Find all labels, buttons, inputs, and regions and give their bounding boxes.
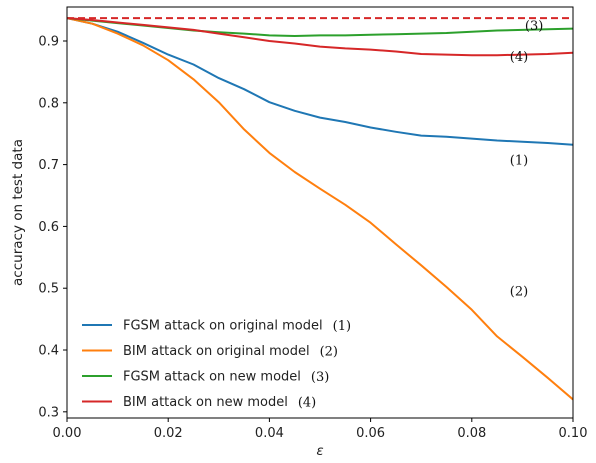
series-line-2: [67, 17, 573, 401]
legend-item-1: FGSM attack on original model (1): [82, 319, 351, 334]
legend-item-2: BIM attack on original model (2): [82, 344, 338, 360]
curve-label: (2): [510, 285, 528, 300]
curve-label: (1): [510, 154, 528, 169]
legend: FGSM attack on original model (1) BIM atta…: [82, 319, 351, 411]
curve-label: (4): [510, 50, 528, 65]
x-tick-label: 0.06: [356, 426, 385, 441]
y-tick-label: 0.5: [38, 282, 59, 297]
plot-frame: [66, 6, 574, 419]
legend-label: FGSM attack on new model: [123, 370, 301, 385]
legend-label: FGSM attack on original model: [123, 319, 323, 334]
legend-tag: (2): [320, 345, 338, 360]
series-lines: [67, 17, 573, 401]
y-tick-label: 0.7: [38, 158, 59, 173]
series-line-3: [67, 17, 573, 37]
x-tick-label: 0.00: [53, 426, 82, 441]
y-tick-label: 0.6: [38, 220, 59, 235]
legend-label: BIM attack on original model: [123, 344, 310, 359]
y-tick-label: 0.4: [38, 344, 59, 359]
legend-item-3: FGSM attack on new model (3): [82, 370, 329, 385]
curve-label: (3): [525, 19, 543, 34]
y-tick-label: 0.3: [38, 405, 59, 420]
legend-tag: (4): [298, 396, 316, 411]
y-tick-label: 0.9: [38, 34, 59, 49]
legend-tag: (3): [311, 370, 329, 385]
x-tick-label: 0.02: [154, 426, 183, 441]
y-tick-label: 0.8: [38, 96, 59, 111]
x-tick-label: 0.10: [559, 426, 588, 441]
series-line-1: [67, 17, 573, 146]
series-line-4: [67, 17, 573, 57]
x-axis-label: ε: [316, 443, 323, 459]
legend-label: BIM attack on new model: [123, 395, 288, 410]
axes: 0.00 0.02 0.04 0.06 0.08 0.10 0.3 0.4 0.5 0.6 0.7 0…: [38, 34, 587, 441]
legend-item-4: BIM attack on new model (4): [82, 395, 316, 411]
y-axis-label: accuracy on test data: [10, 139, 26, 286]
legend-tag: (1): [333, 319, 351, 334]
curve-annotations: (3) (4) (1) (2): [510, 19, 544, 300]
x-tick-label: 0.04: [255, 426, 284, 441]
plot-area: [67, 17, 573, 401]
x-tick-label: 0.08: [457, 426, 486, 441]
